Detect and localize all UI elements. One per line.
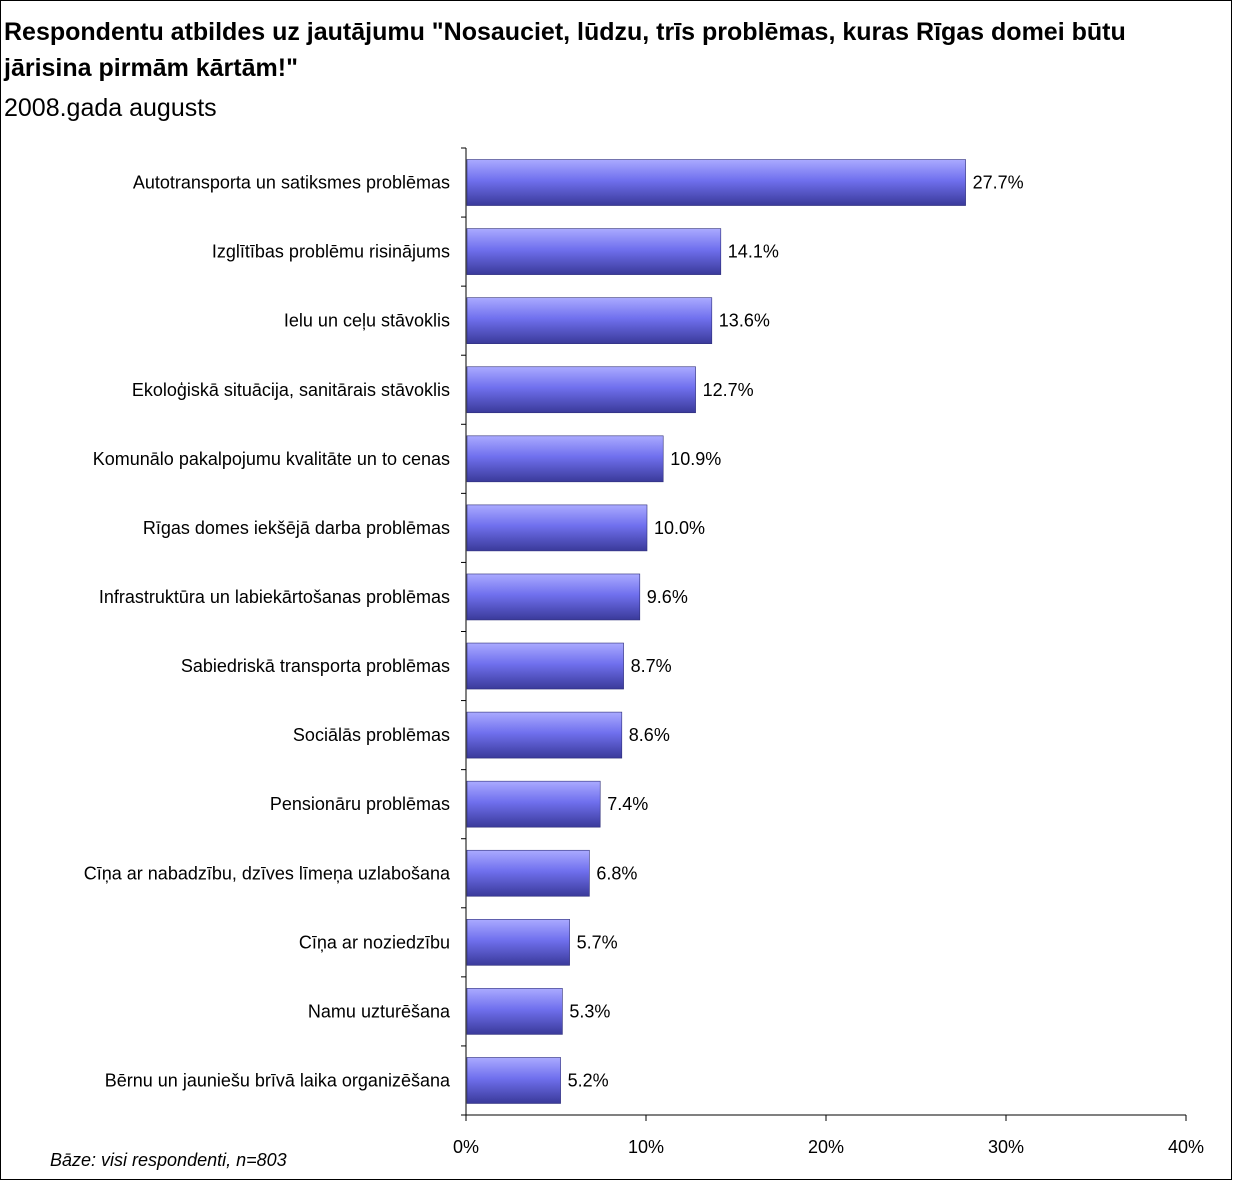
category-label: Izglītības problēmu risinājums bbox=[212, 242, 450, 262]
category-label: Sociālās problēmas bbox=[293, 725, 450, 745]
bar bbox=[466, 711, 623, 759]
bar bbox=[466, 435, 664, 483]
data-label: 6.8% bbox=[596, 863, 637, 883]
x-tick-label: 0% bbox=[453, 1137, 479, 1157]
chart-subtitle: 2008.gada augusts bbox=[4, 94, 217, 122]
bar bbox=[466, 228, 722, 275]
bar bbox=[466, 573, 641, 621]
category-label: Ielu un ceļu stāvoklis bbox=[284, 311, 450, 331]
data-label: 10.0% bbox=[654, 518, 705, 538]
bar bbox=[466, 849, 590, 897]
category-label: Rīgas domes iekšējā darba problēmas bbox=[143, 518, 450, 538]
category-label: Namu uzturēšana bbox=[308, 1001, 451, 1021]
bar bbox=[466, 366, 696, 414]
bar bbox=[466, 988, 563, 1035]
base-footnote: Bāze: visi respondenti, n=803 bbox=[50, 1150, 287, 1170]
bar bbox=[466, 159, 966, 206]
category-label: Cīņa ar nabadzību, dzīves līmeņa uzlaboš… bbox=[84, 863, 451, 883]
data-label: 13.6% bbox=[719, 311, 770, 331]
x-tick-label: 10% bbox=[628, 1137, 664, 1157]
data-label: 14.1% bbox=[728, 242, 779, 262]
category-label: Sabiedriskā transporta problēmas bbox=[181, 656, 450, 676]
category-label: Autotransporta un satiksmes problēmas bbox=[133, 173, 450, 193]
bar bbox=[466, 919, 570, 966]
data-label: 12.7% bbox=[703, 380, 754, 400]
x-tick-label: 30% bbox=[988, 1137, 1024, 1157]
data-label: 7.4% bbox=[607, 794, 648, 814]
category-label: Komunālo pakalpojumu kvalitāte un to cen… bbox=[93, 449, 450, 469]
bar bbox=[466, 297, 713, 344]
bar bbox=[466, 504, 648, 552]
category-label: Bērnu un jauniešu brīvā laika organizēša… bbox=[105, 1070, 451, 1090]
bar bbox=[466, 642, 624, 690]
category-label: Ekoloģiskā situācija, sanitārais stāvokl… bbox=[132, 380, 450, 400]
data-label: 5.7% bbox=[577, 932, 618, 952]
bar bbox=[466, 780, 601, 828]
x-tick-label: 40% bbox=[1168, 1137, 1204, 1157]
data-label: 8.7% bbox=[631, 656, 672, 676]
data-label: 27.7% bbox=[973, 173, 1024, 193]
category-label: Cīņa ar noziedzību bbox=[299, 932, 450, 952]
data-label: 8.6% bbox=[629, 725, 670, 745]
category-label: Pensionāru problēmas bbox=[270, 794, 450, 814]
data-label: 5.3% bbox=[569, 1001, 610, 1021]
chart-title: Respondentu atbildes uz jautājumu "Nosau… bbox=[4, 18, 1126, 82]
bar bbox=[466, 1057, 561, 1104]
category-label: Infrastruktūra un labiekārtošanas problē… bbox=[99, 587, 450, 607]
x-tick-label: 20% bbox=[808, 1137, 844, 1157]
data-label: 5.2% bbox=[568, 1070, 609, 1090]
data-label: 9.6% bbox=[647, 587, 688, 607]
data-label: 10.9% bbox=[670, 449, 721, 469]
